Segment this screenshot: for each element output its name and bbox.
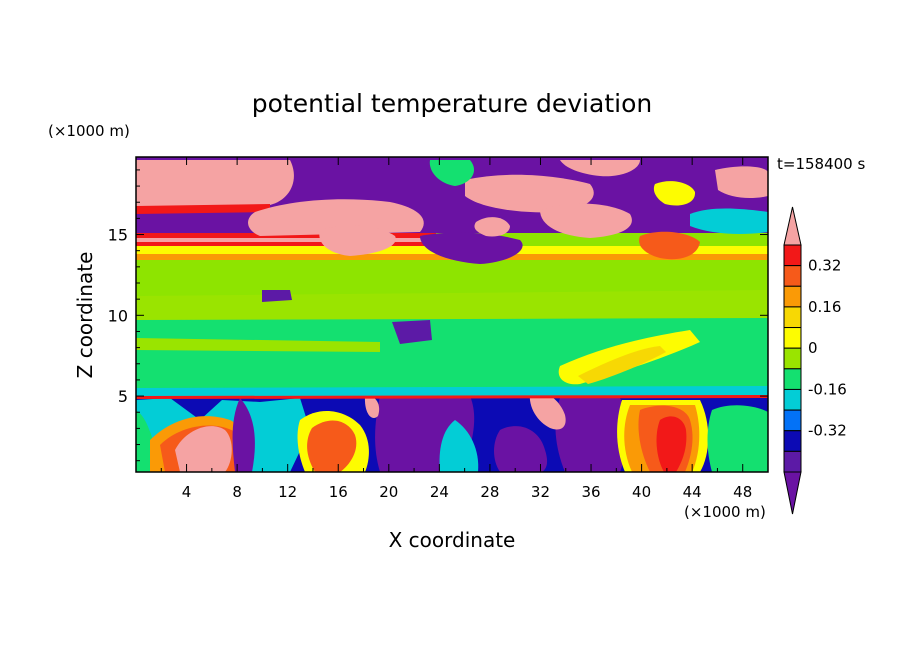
x-unit-label: (×1000 m) (684, 503, 766, 521)
contour-region (136, 290, 768, 320)
contour-region (420, 232, 523, 264)
colorbar: 0.32 0.16 0 -0.16 -0.32 (783, 206, 847, 515)
contour-region (690, 208, 768, 234)
contour-region (707, 405, 768, 472)
x-tick-label: 44 (683, 483, 702, 501)
x-tick-label: 16 (329, 483, 348, 501)
contour-field (136, 157, 768, 472)
colorbar-swatch (783, 327, 802, 349)
time-label: t=158400 s (777, 155, 865, 173)
y-tick-label: 5 (118, 387, 128, 406)
contour-region (175, 426, 232, 472)
x-tick-label: 48 (733, 483, 752, 501)
contour-region (656, 416, 687, 472)
contour-region (465, 174, 594, 213)
x-tick-label: 32 (531, 483, 550, 501)
contour-region (653, 181, 696, 206)
colorbar-swatch (783, 368, 802, 390)
y-axis-label: Z coordinate (73, 252, 97, 379)
contour-region (319, 225, 396, 256)
colorbar-label: -0.16 (808, 380, 847, 398)
colorbar-swatch (783, 430, 802, 452)
colorbar-swatch (783, 347, 802, 370)
x-axis-label: X coordinate (389, 528, 516, 552)
contour-region (136, 204, 270, 214)
contour-region (248, 199, 424, 236)
x-tick-label: 4 (182, 483, 192, 501)
y-tick-label: 10 (108, 306, 128, 325)
contour-region (232, 398, 255, 472)
y-unit-label: (×1000 m) (48, 122, 130, 140)
x-axis-ticks: 4 8 12 16 20 24 28 32 36 40 44 48 (160, 157, 752, 501)
colorbar-label: 0.32 (808, 257, 841, 275)
colorbar-swatch (783, 306, 802, 329)
x-tick-label: 24 (430, 483, 449, 501)
contour-region (364, 395, 380, 418)
contour-region (262, 290, 292, 302)
plot-frame (135, 156, 769, 473)
contour-region (529, 391, 566, 430)
plot-area (135, 156, 769, 473)
contour-region (639, 231, 700, 260)
contour-region (307, 420, 357, 472)
contour-region (136, 395, 768, 399)
contour-region (560, 160, 640, 177)
contour-region (494, 426, 548, 472)
x-tick-label: 36 (581, 483, 600, 501)
contour-region (578, 346, 666, 384)
x-tick-label: 20 (379, 483, 398, 501)
contour-region (136, 238, 436, 242)
colorbar-swatch (783, 450, 802, 473)
colorbar-label: -0.32 (808, 422, 847, 440)
contour-region (555, 398, 628, 472)
contour-region (136, 386, 768, 396)
contour-region (540, 203, 632, 238)
contour-region (429, 160, 475, 186)
colorbar-arrow-bottom (783, 471, 802, 515)
colorbar-swatch (783, 244, 802, 267)
contour-region (136, 160, 294, 208)
colorbar-label: 0 (808, 339, 818, 357)
contour-region (474, 217, 510, 237)
contour-region (439, 420, 479, 472)
contour-region (392, 320, 432, 344)
colorbar-swatch (783, 388, 802, 411)
y-tick-label: 15 (108, 226, 128, 245)
colorbar-swatch (783, 285, 802, 308)
x-tick-label: 28 (480, 483, 499, 501)
x-tick-label: 40 (632, 483, 651, 501)
colorbar-swatch (783, 265, 802, 287)
contour-region (715, 166, 768, 198)
y-axis-ticks: 5 10 15 (108, 169, 768, 462)
contour-region (136, 338, 380, 352)
x-tick-label: 8 (232, 483, 242, 501)
chart-title: potential temperature deviation (252, 89, 652, 118)
colorbar-label: 0.16 (808, 298, 841, 316)
colorbar-swatch (783, 409, 802, 432)
colorbar-arrow-top (783, 206, 802, 246)
x-tick-label: 12 (278, 483, 297, 501)
